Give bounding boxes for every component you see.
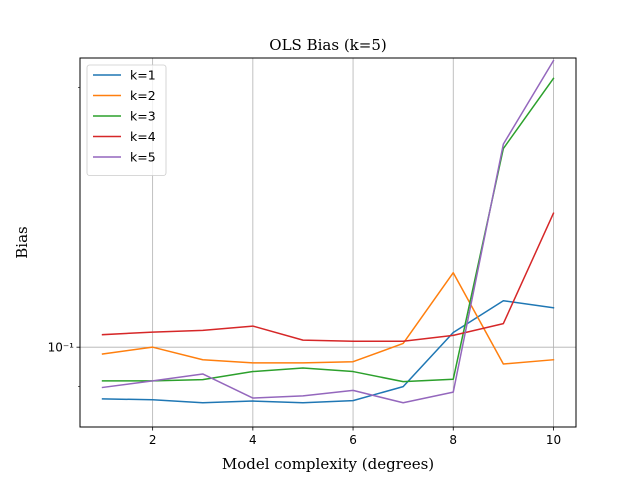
series-line-k-4 — [101, 212, 555, 342]
chart-title: OLS Bias (k=5) — [269, 36, 386, 54]
tick-layer: 2 4 6 8 10 10⁻¹ — [48, 87, 561, 447]
series-line-k-5 — [101, 59, 555, 404]
legend-label: k=2 — [130, 88, 156, 103]
legend-label: k=5 — [130, 150, 156, 165]
x-axis-label: Model complexity (degrees) — [222, 455, 434, 473]
series-line-k-2 — [101, 271, 555, 365]
x-tick-label: 4 — [249, 433, 257, 447]
legend-label: k=1 — [130, 68, 156, 83]
plot-frame — [79, 57, 577, 428]
y-axis-label: Bias — [13, 226, 31, 258]
y-tick-label: 10⁻¹ — [48, 341, 75, 355]
legend: k=1 k=2 k=3 k=4 k=5 — [86, 64, 167, 176]
x-tick-label: 6 — [349, 433, 357, 447]
x-tick-label: 2 — [149, 433, 157, 447]
series-layer — [101, 59, 555, 404]
legend-label: k=3 — [130, 109, 156, 124]
x-tick-label: 10 — [546, 433, 561, 447]
series-line-k-1 — [101, 300, 555, 404]
legend-box — [86, 64, 167, 176]
series-line-k-3 — [101, 77, 555, 383]
legend-label: k=4 — [130, 129, 156, 144]
x-tick-label: 8 — [449, 433, 457, 447]
